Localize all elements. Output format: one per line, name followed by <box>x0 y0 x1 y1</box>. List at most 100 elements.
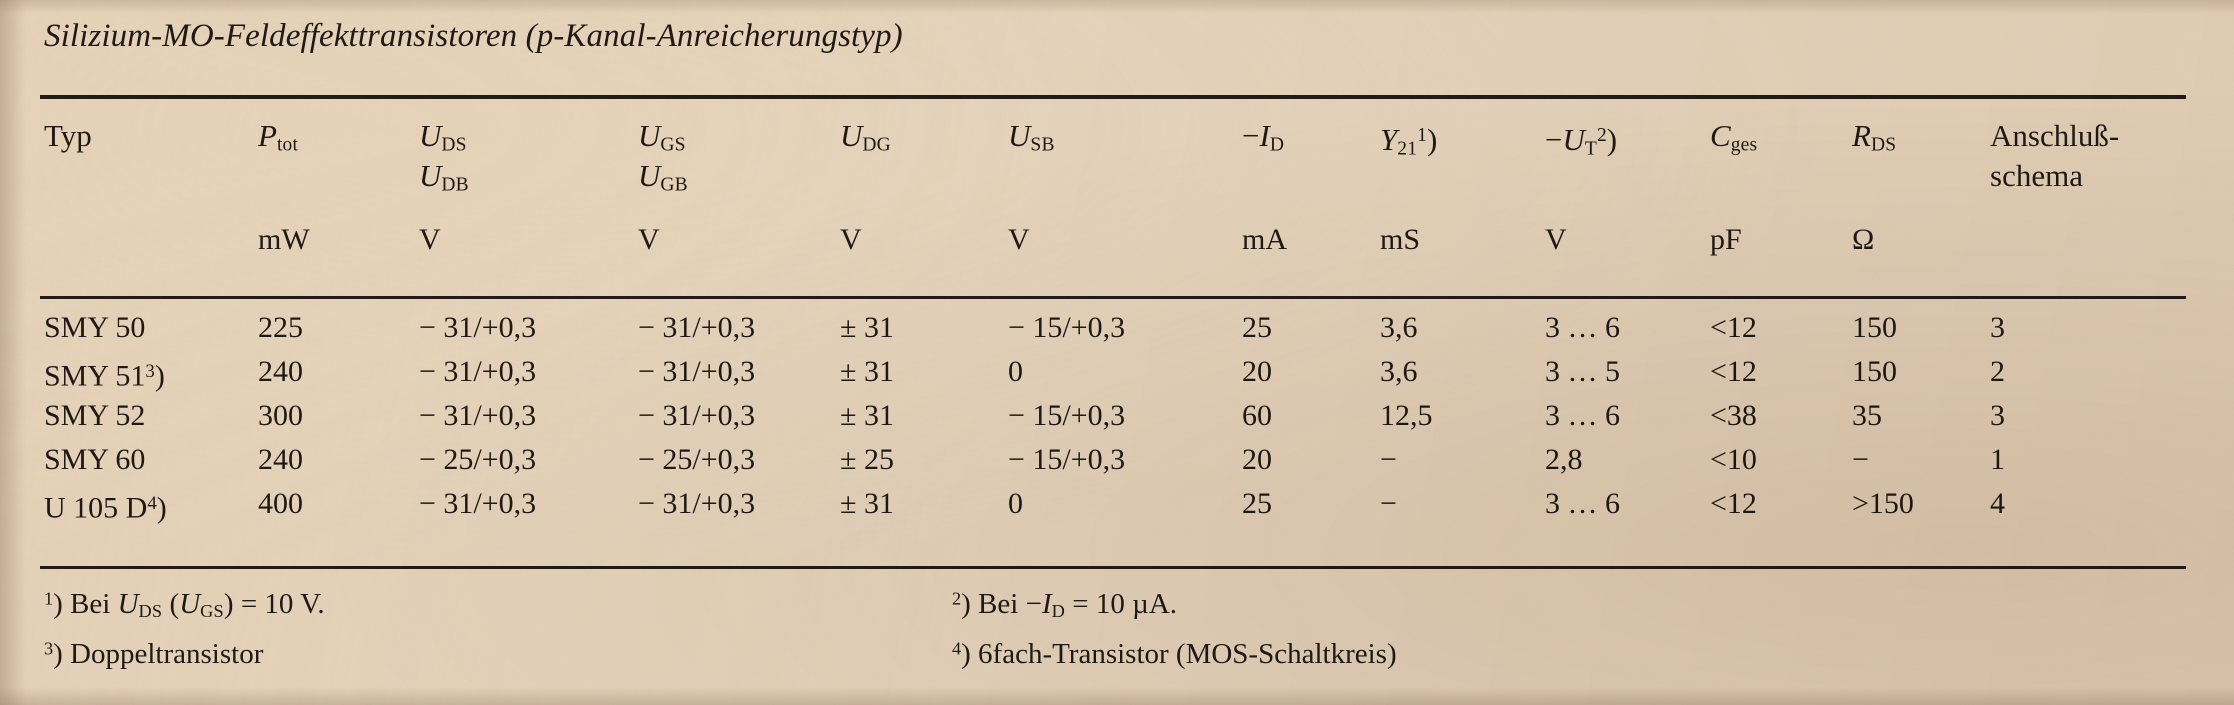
cell-typ: U 105 D4) <box>44 486 167 527</box>
cell-usb: 0 <box>1008 355 1023 388</box>
cell-rds: 150 <box>1852 355 1897 388</box>
cell-ptot: 240 <box>258 443 303 476</box>
cell-y21: 3,6 <box>1380 355 1418 388</box>
col-header-anschluss-line1: Anschluß- <box>1990 118 2120 153</box>
cell-udg: ± 31 <box>840 355 894 388</box>
cell-typ: SMY 60 <box>44 443 146 476</box>
cell-ut: 3 … 6 <box>1545 311 1620 344</box>
cell-cges: <12 <box>1710 355 1757 388</box>
cell-uds: − 31/+0,3 <box>419 487 537 520</box>
cell-ugs: − 25/+0,3 <box>638 443 756 476</box>
cell-ptot: 400 <box>258 487 303 520</box>
cell-udg: ± 25 <box>840 443 894 476</box>
cell-anschluss: 3 <box>1990 311 2005 344</box>
col-header-ptot: Ptot <box>258 118 299 156</box>
footnote-3: 3) Doppeltransistor <box>44 638 264 670</box>
col-header-ut: −UT2) <box>1545 121 1618 160</box>
cell-ut: 3 … 6 <box>1545 487 1620 520</box>
unit-uds: V <box>419 223 441 256</box>
cell-cges: <12 <box>1710 311 1757 344</box>
unit-rds: Ω <box>1852 223 1875 256</box>
cell-id: 20 <box>1242 443 1272 476</box>
unit-ugs: V <box>638 223 660 256</box>
cell-typ: SMY 513) <box>44 354 165 395</box>
cell-cges: <38 <box>1710 399 1757 432</box>
cell-id: 25 <box>1242 311 1272 344</box>
cell-cges: <10 <box>1710 443 1757 476</box>
cell-ptot: 300 <box>258 399 303 432</box>
col-header-y21: Y211) <box>1380 121 1438 160</box>
col-header-anschluss-line2: schema <box>1990 158 2083 193</box>
cell-ptot: 225 <box>258 311 303 344</box>
cell-rds: − <box>1852 443 1869 476</box>
cell-cges: <12 <box>1710 487 1757 520</box>
cell-uds: − 25/+0,3 <box>419 443 537 476</box>
cell-ut: 2,8 <box>1545 443 1583 476</box>
cell-anschluss: 4 <box>1990 487 2005 520</box>
cell-rds: 35 <box>1852 399 1882 432</box>
col-header-cges: Cges <box>1710 118 1758 156</box>
cell-typ-footnote-marker: 3 <box>145 361 155 382</box>
cell-y21: 12,5 <box>1380 399 1433 432</box>
cell-usb: − 15/+0,3 <box>1008 443 1126 476</box>
cell-uds: − 31/+0,3 <box>419 399 537 432</box>
cell-typ-footnote-paren: ) <box>154 359 165 393</box>
cell-anschluss: 1 <box>1990 443 2005 476</box>
cell-uds: − 31/+0,3 <box>419 355 537 388</box>
unit-ut: V <box>1545 223 1567 256</box>
footnote-2: 2) Bei −ID = 10 µA. <box>952 588 1178 622</box>
cell-ut: 3 … 6 <box>1545 399 1620 432</box>
unit-ptot: mW <box>258 223 310 256</box>
col-header-ugb: UGB <box>638 158 688 196</box>
cell-rds: >150 <box>1852 487 1914 520</box>
cell-typ-label: SMY 51 <box>44 359 146 393</box>
col-header-id: −ID <box>1242 118 1285 156</box>
footnote-1-marker: 1 <box>44 588 54 609</box>
cell-anschluss: 2 <box>1990 355 2005 388</box>
cell-y21: 3,6 <box>1380 311 1418 344</box>
col-header-ugs: UGS <box>638 118 686 156</box>
cell-udg: ± 31 <box>840 487 894 520</box>
col-header-typ: Typ <box>44 118 92 153</box>
cell-rds: 150 <box>1852 311 1897 344</box>
footnote-1: 1) Bei UDS (UGS) = 10 V. <box>44 588 325 622</box>
cell-usb: − 15/+0,3 <box>1008 399 1126 432</box>
cell-id: 25 <box>1242 487 1272 520</box>
col-header-udb: UDB <box>419 158 469 196</box>
cell-id: 60 <box>1242 399 1272 432</box>
cell-usb: − 15/+0,3 <box>1008 311 1126 344</box>
cell-typ-footnote-marker: 4 <box>147 493 157 514</box>
cell-uds: − 31/+0,3 <box>419 311 537 344</box>
col-header-uds: UDS <box>419 118 467 156</box>
cell-udg: ± 31 <box>840 311 894 344</box>
cell-ugs: − 31/+0,3 <box>638 487 756 520</box>
cell-y21: − <box>1380 487 1397 520</box>
cell-typ-footnote-paren: ) <box>156 491 167 525</box>
cell-usb: 0 <box>1008 487 1023 520</box>
cell-anschluss: 3 <box>1990 399 2005 432</box>
footnote-4: 4) 6fach-Transistor (MOS-Schaltkreis) <box>952 638 1397 670</box>
unit-cges: pF <box>1710 223 1742 256</box>
cell-typ: SMY 52 <box>44 399 146 432</box>
footnote-2-marker: 2 <box>952 588 962 609</box>
cell-ptot: 240 <box>258 355 303 388</box>
footnote-3-marker: 3 <box>44 638 54 659</box>
cell-typ-label: U 105 D <box>44 491 148 525</box>
col-header-usb: USB <box>1008 118 1055 156</box>
unit-usb: V <box>1008 223 1030 256</box>
cell-ugs: − 31/+0,3 <box>638 311 756 344</box>
footnote-4-marker: 4 <box>952 638 962 659</box>
cell-ugs: − 31/+0,3 <box>638 399 756 432</box>
col-header-udg: UDG <box>840 118 891 156</box>
cell-typ: SMY 50 <box>44 311 146 344</box>
cell-udg: ± 31 <box>840 399 894 432</box>
unit-udg: V <box>840 223 862 256</box>
cell-id: 20 <box>1242 355 1272 388</box>
col-header-rds: RDS <box>1852 118 1897 156</box>
cell-ut: 3 … 5 <box>1545 355 1620 388</box>
cell-ugs: − 31/+0,3 <box>638 355 756 388</box>
cell-y21: − <box>1380 443 1397 476</box>
unit-y21: mS <box>1380 223 1421 256</box>
unit-id: mA <box>1242 223 1287 256</box>
